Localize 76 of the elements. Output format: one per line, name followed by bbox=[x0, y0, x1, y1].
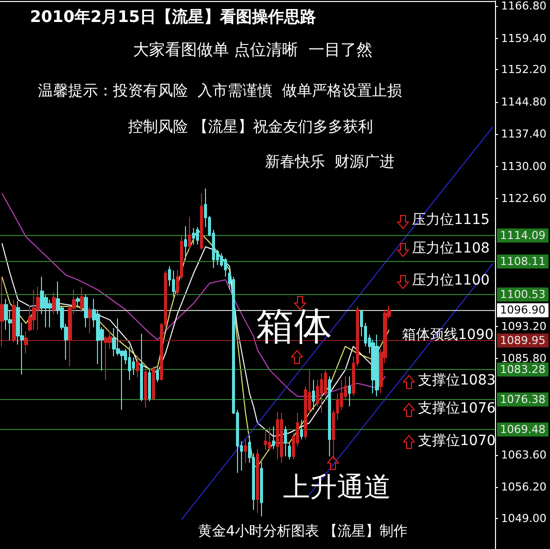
ref-line-label: 1089.95 bbox=[500, 334, 546, 347]
y-tick-label: 1085.80 bbox=[501, 352, 546, 366]
annotation: 压力位1108 bbox=[412, 240, 490, 257]
y-tick-label: 1166.80 bbox=[501, 0, 546, 13]
annotation: 上升通道 bbox=[283, 472, 391, 503]
candlestick bbox=[320, 372, 323, 414]
candlestick bbox=[148, 368, 151, 402]
annotation: 控制风险 【流星】祝金友们多多获利 bbox=[128, 118, 373, 136]
annotation: 支撑位1076 bbox=[418, 400, 496, 417]
candlestick bbox=[88, 307, 92, 334]
candlestick bbox=[52, 292, 56, 315]
y-tick-label: 1122.60 bbox=[501, 192, 546, 205]
candlestick bbox=[152, 366, 155, 401]
candlestick bbox=[260, 462, 263, 517]
y-tick-label: 1144.80 bbox=[501, 95, 546, 108]
candlestick bbox=[172, 270, 175, 298]
candlestick bbox=[284, 426, 287, 457]
candlestick bbox=[48, 299, 52, 328]
y-tick-label: 1130.00 bbox=[501, 160, 546, 173]
candlestick bbox=[12, 299, 16, 343]
text: 大家看图做单 点位清晰 一目了然 bbox=[133, 40, 372, 59]
candlestick bbox=[84, 294, 88, 328]
y-tick-label: 1063.60 bbox=[501, 448, 546, 462]
annotation: 箱体 bbox=[256, 304, 332, 348]
candlestick bbox=[196, 226, 199, 246]
y-tick-label: 1159.40 bbox=[501, 32, 546, 45]
annotation: 黄金4小时分析图表 【流星】制作 bbox=[198, 524, 408, 540]
ref-line-label: 1083.28 bbox=[500, 362, 546, 376]
candlestick bbox=[80, 286, 84, 312]
candlestick bbox=[244, 438, 247, 464]
ref-line-label: 1114.09 bbox=[500, 228, 546, 242]
candlestick bbox=[276, 411, 279, 460]
candlestick bbox=[312, 379, 315, 410]
annotation: 支撑位1070 bbox=[418, 432, 496, 449]
line-series bbox=[1, 192, 386, 397]
candlestick bbox=[300, 419, 303, 440]
y-tick-label: 1137.40 bbox=[501, 128, 546, 141]
candlestick bbox=[268, 426, 271, 452]
y-tick-label: 1056.20 bbox=[501, 480, 546, 494]
candlestick bbox=[264, 429, 267, 450]
ref-line-label: 1096.90 bbox=[500, 304, 546, 317]
chart-title: 2010年2月15日【流星】看图操作思路 bbox=[30, 6, 316, 26]
y-tick-label: 1152.20 bbox=[501, 63, 546, 76]
candlestick bbox=[288, 442, 291, 460]
ref-line-label: 1100.53 bbox=[500, 288, 546, 301]
annotation: 支撑位1083 bbox=[418, 372, 496, 388]
line-series bbox=[1, 242, 386, 437]
ref-line-label: 1069.48 bbox=[500, 422, 546, 436]
candlestick bbox=[224, 258, 227, 278]
candlestick bbox=[144, 368, 147, 408]
candlestick bbox=[188, 216, 191, 250]
candlestick bbox=[272, 426, 275, 450]
candlestick bbox=[140, 333, 143, 402]
candlestick bbox=[136, 354, 139, 378]
annotation: 温馨提示：投资有风险 入市需谨慎 做单严格设置止损 bbox=[38, 82, 402, 100]
candlestick bbox=[0, 276, 4, 347]
candlestick bbox=[280, 412, 283, 464]
candlestick bbox=[184, 226, 187, 260]
y-tick-label: 1049.00 bbox=[501, 512, 546, 526]
candlestick bbox=[24, 331, 28, 354]
candlestick bbox=[76, 296, 80, 308]
candlestick bbox=[256, 448, 259, 514]
candlestick bbox=[328, 376, 331, 457]
candlestick bbox=[192, 228, 195, 246]
candlestick bbox=[32, 289, 36, 330]
candlestick bbox=[375, 334, 379, 397]
candlestick bbox=[348, 376, 351, 407]
ref-line-label: 1076.38 bbox=[500, 392, 546, 406]
ref-line-label: 1108.11 bbox=[500, 254, 546, 268]
candlestick bbox=[104, 335, 108, 380]
annotation: 新春快乐 财源广进 bbox=[265, 152, 395, 170]
candlestick bbox=[156, 366, 159, 382]
candlestick bbox=[200, 192, 203, 250]
candlestick bbox=[128, 346, 131, 380]
candlestick bbox=[36, 286, 40, 330]
y-tick-label: 1093.20 bbox=[501, 320, 546, 333]
